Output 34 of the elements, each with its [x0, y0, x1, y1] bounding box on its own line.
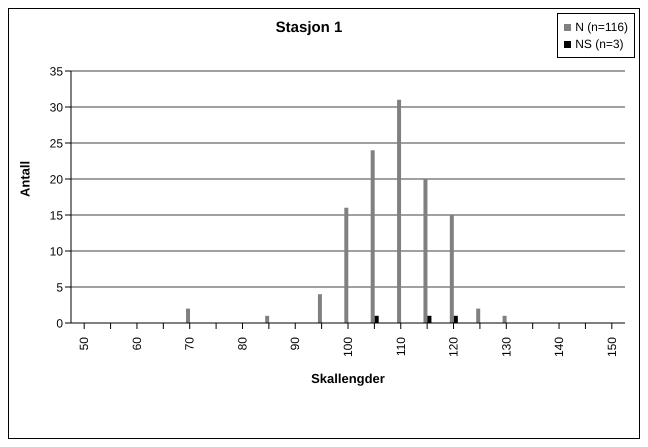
- y-tick-label: 30: [50, 100, 64, 114]
- y-tick-label: 25: [50, 136, 64, 150]
- bar: [318, 294, 322, 323]
- y-tick-label: 15: [50, 208, 64, 222]
- bar: [423, 179, 428, 323]
- y-tick-label: 5: [56, 280, 64, 294]
- x-tick-label: 110: [394, 336, 408, 356]
- bar: [450, 215, 454, 323]
- bar: [476, 308, 480, 323]
- legend-label: NS (n=3): [575, 37, 624, 51]
- x-tick-label: 50: [77, 336, 92, 350]
- x-tick-label: 150: [604, 336, 619, 358]
- x-tick-label: 90: [288, 336, 302, 350]
- y-tick-label: 20: [50, 172, 64, 186]
- bar: [265, 316, 270, 323]
- bar: [370, 150, 375, 323]
- x-tick-label: 70: [182, 336, 197, 350]
- x-axis-title: Skallengder: [311, 371, 385, 386]
- x-tick-label: 140: [552, 336, 566, 358]
- x-tick-label: 100: [341, 336, 355, 358]
- x-tick-label: 120: [446, 336, 461, 358]
- bar: [502, 316, 507, 323]
- legend-label: N (n=116): [575, 20, 628, 34]
- chart-title: Stasjon 1: [274, 19, 344, 36]
- bar: [344, 208, 348, 323]
- y-tick-label: 0: [56, 316, 64, 330]
- x-tick-label: 130: [499, 336, 514, 358]
- bar: [186, 308, 190, 323]
- x-tick-label: 80: [235, 336, 250, 350]
- y-tick-label: 10: [50, 244, 64, 258]
- y-tick-label: 35: [50, 64, 64, 78]
- bar: [397, 100, 402, 323]
- x-tick-label: 60: [130, 336, 144, 350]
- y-axis-title: Antall: [18, 160, 33, 197]
